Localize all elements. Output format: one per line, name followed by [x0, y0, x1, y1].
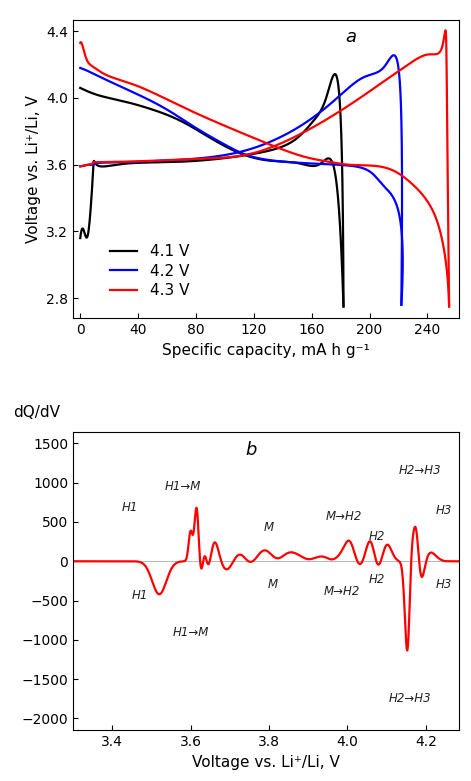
Text: H1: H1 — [122, 501, 138, 515]
Text: M→H2: M→H2 — [324, 586, 360, 598]
Text: M→H2: M→H2 — [325, 510, 362, 523]
X-axis label: Specific capacity, mA h g⁻¹: Specific capacity, mA h g⁻¹ — [162, 343, 370, 358]
Text: H2: H2 — [369, 530, 385, 544]
Text: H3: H3 — [435, 578, 452, 590]
Text: H2→H3: H2→H3 — [399, 465, 441, 477]
Text: H3: H3 — [435, 504, 452, 517]
Text: a: a — [346, 28, 357, 47]
Text: H1→M: H1→M — [172, 626, 209, 639]
X-axis label: Voltage vs. Li⁺/Li, V: Voltage vs. Li⁺/Li, V — [192, 754, 340, 769]
Text: H1→M: H1→M — [164, 480, 201, 493]
Text: H2→H3: H2→H3 — [389, 692, 431, 705]
Text: dQ/dV: dQ/dV — [13, 405, 60, 419]
Text: M: M — [268, 578, 278, 591]
Text: H2: H2 — [369, 573, 385, 587]
Text: b: b — [245, 440, 256, 458]
Legend: 4.1 V, 4.2 V, 4.3 V: 4.1 V, 4.2 V, 4.3 V — [104, 238, 195, 305]
Text: H1: H1 — [131, 589, 148, 601]
Text: M: M — [264, 521, 274, 534]
Y-axis label: Voltage vs. Li⁺/Li, V: Voltage vs. Li⁺/Li, V — [25, 95, 41, 243]
